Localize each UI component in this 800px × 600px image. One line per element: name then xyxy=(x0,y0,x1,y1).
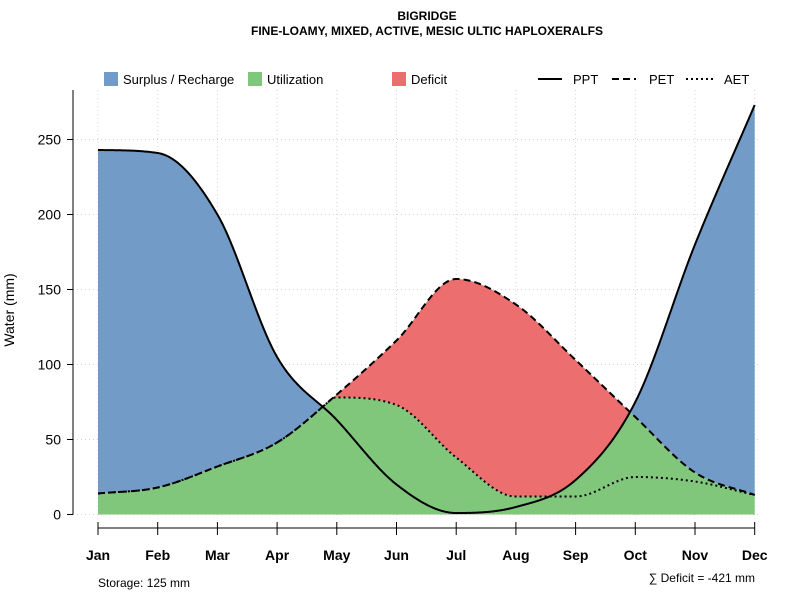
x-tick-label-jul: Jul xyxy=(446,547,466,563)
legend-label-ppt: PPT xyxy=(573,72,598,87)
legend-label-surplus: Surplus / Recharge xyxy=(123,72,234,87)
y-tick-label-150: 150 xyxy=(38,282,62,298)
y-tick-label-200: 200 xyxy=(38,207,62,223)
y-tick-label-0: 0 xyxy=(53,507,61,523)
x-tick-label-dec: Dec xyxy=(742,547,768,563)
x-tick-label-may: May xyxy=(323,547,350,563)
surplus-area xyxy=(98,105,755,495)
y-tick-label-250: 250 xyxy=(38,132,62,148)
x-tick-label-oct: Oct xyxy=(624,547,648,563)
x-tick-label-jun: Jun xyxy=(384,547,409,563)
x-tick-label-mar: Mar xyxy=(205,547,230,563)
x-tick-label-aug: Aug xyxy=(502,547,529,563)
legend-label-aet: AET xyxy=(724,72,749,87)
x-tick-label-jan: Jan xyxy=(86,547,110,563)
storage-label: Storage: 125 mm xyxy=(98,576,190,590)
chart-subtitle: FINE-LOAMY, MIXED, ACTIVE, MESIC ULTIC H… xyxy=(251,24,603,38)
chart-title: BIGRIDGE xyxy=(397,9,456,23)
legend-label-utilization: Utilization xyxy=(267,72,323,87)
utilization-area xyxy=(98,397,755,515)
legend-label-pet: PET xyxy=(649,72,674,87)
deficit-total-label: ∑ Deficit = -421 mm xyxy=(649,571,755,585)
x-tick-label-nov: Nov xyxy=(682,547,709,563)
pet-line xyxy=(97,277,756,496)
y-tick-label-50: 50 xyxy=(45,432,61,448)
y-axis-label: Water (mm) xyxy=(1,273,17,346)
x-tick-label-sep: Sep xyxy=(563,547,589,563)
legend: Surplus / Recharge Utilization Deficit P… xyxy=(104,72,749,87)
y-tick-label-100: 100 xyxy=(38,357,62,373)
legend-swatch-surplus xyxy=(104,72,118,86)
utilization-area-upper xyxy=(98,397,755,497)
ppt-line xyxy=(97,104,756,514)
legend-swatch-utilization xyxy=(248,72,262,86)
x-tick-label-feb: Feb xyxy=(145,547,170,563)
x-tick-label-apr: Apr xyxy=(265,547,290,563)
legend-swatch-deficit xyxy=(392,72,406,86)
deficit-area xyxy=(98,279,755,497)
plot-area: 0 50 100 150 200 250 Jan Feb Mar Apr May Jun Jul Aug S… xyxy=(38,90,768,563)
legend-label-deficit: Deficit xyxy=(411,72,448,87)
